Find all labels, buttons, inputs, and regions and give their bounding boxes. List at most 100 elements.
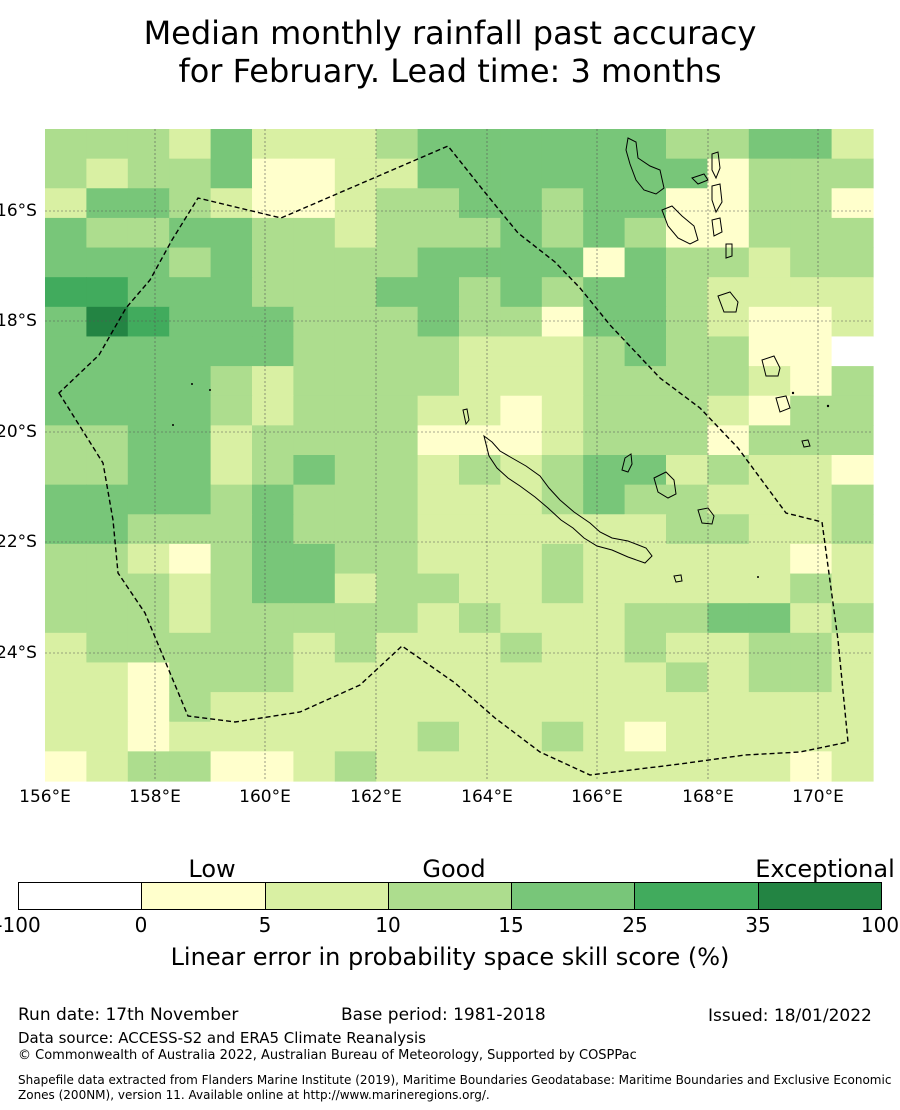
grid-cell bbox=[748, 751, 791, 782]
grid-cell bbox=[707, 692, 750, 723]
title-line-1: Median monthly rainfall past accuracy bbox=[143, 14, 757, 52]
vanuatu-espiritu-santo bbox=[625, 137, 665, 195]
grid-cell bbox=[293, 573, 336, 604]
grid-cell bbox=[417, 306, 460, 338]
colorbar-tick: 15 bbox=[498, 913, 524, 937]
grid-cell bbox=[334, 336, 377, 367]
grid-cell bbox=[45, 366, 87, 397]
grid-cell bbox=[210, 158, 253, 189]
grid-cell bbox=[45, 692, 87, 723]
grid-cell bbox=[293, 455, 336, 486]
grid-cell bbox=[252, 455, 294, 486]
grid-cell bbox=[169, 336, 212, 367]
grid-cell bbox=[169, 514, 212, 545]
grid-cell bbox=[624, 692, 667, 723]
grid-cell bbox=[541, 217, 584, 249]
copyright: © Commonwealth of Australia 2022, Austra… bbox=[18, 1048, 637, 1063]
grid-cell bbox=[748, 247, 791, 278]
grid-cell bbox=[210, 721, 253, 752]
grid-cell bbox=[210, 751, 253, 782]
grid-cell bbox=[624, 662, 667, 693]
grid-cell bbox=[252, 395, 294, 426]
grid-cell bbox=[666, 455, 708, 486]
grid-cell bbox=[666, 603, 708, 634]
grid-cell bbox=[624, 721, 667, 752]
grid-cell bbox=[169, 306, 212, 338]
grid-cell bbox=[666, 336, 708, 367]
grid-cell bbox=[210, 129, 253, 160]
grid-cell bbox=[127, 425, 170, 456]
vanuatu-efate bbox=[711, 217, 723, 237]
y-tick: 20°S bbox=[0, 422, 37, 442]
grid-cell bbox=[583, 158, 626, 189]
chart-title: Median monthly rainfall past accuracy fo… bbox=[0, 14, 900, 90]
grid-cell bbox=[541, 188, 584, 219]
grid-cell bbox=[127, 721, 170, 752]
grid-cell bbox=[293, 632, 336, 664]
grid-cell bbox=[583, 306, 626, 338]
colorbar-tick: 35 bbox=[745, 913, 771, 937]
grid-cell bbox=[252, 277, 294, 308]
grid-cell bbox=[417, 129, 460, 160]
colorbar-segment bbox=[265, 883, 389, 909]
grid-cell bbox=[707, 129, 750, 160]
grid-cell bbox=[459, 721, 501, 752]
grid-cell bbox=[748, 632, 791, 664]
grid-cell bbox=[169, 247, 212, 278]
grid-cell bbox=[459, 632, 501, 664]
grid-cell bbox=[624, 306, 667, 338]
grid-cell bbox=[748, 277, 791, 308]
grid-cell bbox=[707, 336, 750, 367]
grid-cell bbox=[707, 484, 750, 515]
grid-cell bbox=[45, 721, 87, 752]
grid-cell bbox=[541, 484, 584, 515]
shapefile-credit-line-1: Shapefile data extracted from Flanders M… bbox=[18, 1073, 892, 1087]
grid-cell bbox=[334, 247, 377, 278]
grid-cell bbox=[293, 425, 336, 456]
grid-cell bbox=[748, 514, 791, 545]
grid-cell bbox=[417, 217, 460, 249]
grid-cell bbox=[293, 751, 336, 782]
grid-cell bbox=[624, 484, 667, 515]
vanuatu-erromango bbox=[717, 291, 739, 313]
grid-cell bbox=[127, 188, 170, 219]
grid-cell bbox=[707, 188, 750, 219]
grid-cell bbox=[500, 395, 543, 426]
grid-cell bbox=[541, 514, 584, 545]
grid-cell bbox=[334, 366, 377, 397]
vanuatu-tanna bbox=[761, 355, 781, 377]
grid-cell bbox=[707, 662, 750, 693]
title-line-2: for February. Lead time: 3 months bbox=[178, 52, 722, 90]
grid-cell bbox=[86, 603, 129, 634]
grid-cell bbox=[127, 692, 170, 723]
grid-cell bbox=[831, 751, 874, 782]
grid-cell bbox=[541, 306, 584, 338]
grid-cell bbox=[45, 336, 87, 367]
grid-cell bbox=[334, 484, 377, 515]
grid-cell bbox=[748, 366, 791, 397]
grid-cell bbox=[583, 692, 626, 723]
grid-cell bbox=[376, 751, 419, 782]
grid-cell bbox=[666, 188, 708, 219]
grid-cell bbox=[666, 484, 708, 515]
grid-cell bbox=[169, 721, 212, 752]
grid-cell bbox=[417, 692, 460, 723]
grid-cell bbox=[790, 484, 833, 515]
grid-cell bbox=[210, 484, 253, 515]
grid-cell bbox=[748, 395, 791, 426]
grid-cell bbox=[210, 514, 253, 545]
grid-cell bbox=[748, 188, 791, 219]
grid-cell bbox=[293, 366, 336, 397]
grid-cell bbox=[500, 514, 543, 545]
grid-cell bbox=[583, 662, 626, 693]
grid-cell bbox=[252, 632, 294, 664]
grid-cell bbox=[624, 336, 667, 367]
new-caledonia-island bbox=[483, 434, 653, 564]
grid-cell bbox=[252, 129, 294, 160]
grid-cell bbox=[45, 484, 87, 515]
grid-cell bbox=[500, 662, 543, 693]
grid-cell bbox=[252, 573, 294, 604]
grid-cell bbox=[666, 632, 708, 664]
grid-cell bbox=[500, 336, 543, 367]
colorbar-tick: -100 bbox=[0, 913, 41, 937]
